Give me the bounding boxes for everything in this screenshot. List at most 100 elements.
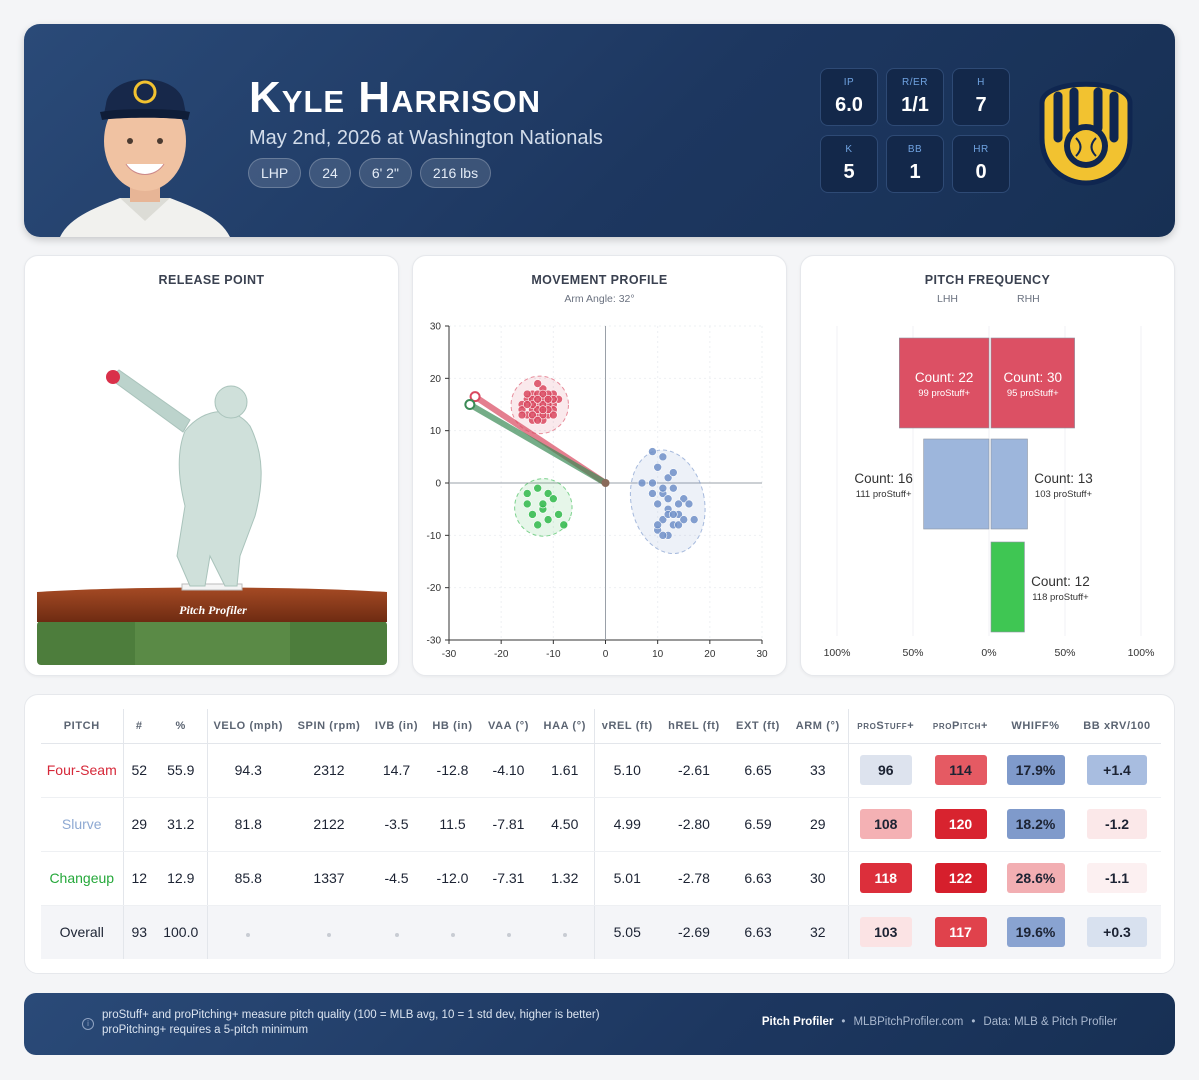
velo-cell [207, 905, 289, 959]
pitch-point [533, 415, 542, 425]
spin-cell: 2122 [289, 797, 369, 852]
pitch-point [653, 499, 662, 509]
team-logo-icon [1039, 81, 1133, 186]
ivb-cell [369, 905, 424, 959]
table-row: Changeup 12 12.9 85.8 1337 -4.5 -12.0 -7.31 1.32… [41, 851, 1161, 906]
col-percent: % [155, 709, 208, 744]
footer-credits: Pitch Profiler • MLBPitchProfiler.com • … [762, 1016, 1117, 1028]
x-tick-label: -30 [442, 649, 457, 660]
player-badges: LHP 24 6' 2" 216 lbs [248, 158, 492, 188]
haa-cell [536, 905, 595, 959]
table-row: Overall 93 100.0 5.05 -2.69 6.63 32 103 117 19.6%… [41, 905, 1161, 959]
vaa-cell: -4.10 [481, 743, 536, 798]
release-point-chart: Pitch Profiler [37, 369, 387, 665]
col-haa: HAA (°) [536, 709, 595, 744]
vaa-cell: -7.31 [481, 851, 536, 906]
rhh-frequency-bar [990, 438, 1028, 530]
prostuff-value: 118 [859, 863, 912, 893]
pitch-point [533, 520, 542, 530]
propitching-value: 114 [934, 755, 987, 785]
pitch-point [689, 515, 699, 524]
pitch-point [549, 410, 558, 420]
spin-cell: 2312 [289, 743, 369, 798]
pitch-point [522, 389, 532, 399]
pitch-name-cell: Four-Seam [41, 743, 124, 798]
percent-cell: 55.9 [155, 743, 208, 798]
footer-site-link[interactable]: MLBPitchProfiler.com [853, 1016, 964, 1028]
rhh-count-label: Count: 12 [1031, 574, 1090, 589]
lhh-count-label: Count: 16 [854, 471, 913, 486]
x-tick-label: 0 [603, 649, 609, 660]
lhh-count-label: Count: 22 [915, 370, 974, 385]
pitch-point [684, 499, 694, 509]
prostuff-value: 103 [859, 917, 912, 948]
frequency-chart: 100% 50% 0% 50% 100% Count: 22 99 proStuff+ Cou… [824, 326, 1155, 659]
y-tick-label: 20 [430, 374, 442, 385]
col-whiff: WHIFF% [998, 709, 1073, 744]
footer-separator: • [971, 1016, 976, 1028]
pitch-metrics-table-card: PITCH # % VELO (mph) SPIN (rpm) IVB (in)… [24, 694, 1175, 974]
prostuff-cell: 108 [848, 797, 923, 852]
velo-cell: 94.3 [207, 743, 289, 798]
table-header-row: PITCH # % VELO (mph) SPIN (rpm) IVB (in)… [41, 709, 1161, 744]
x-tick-label: 10 [652, 649, 664, 660]
y-tick-label: -10 [427, 531, 442, 542]
ivb-cell: -4.5 [369, 851, 424, 906]
haa-cell: 4.50 [536, 797, 595, 852]
pitch-point [648, 447, 657, 456]
pitch-point [559, 520, 569, 530]
col-velo: VELO (mph) [207, 709, 289, 744]
rhh-stuff-label: 95 proStuff+ [1007, 388, 1059, 399]
lhh-frequency-bar [899, 337, 990, 429]
propitching-cell: 120 [923, 797, 998, 852]
lhh-label: LHH [937, 293, 959, 305]
prostuff-value: 108 [859, 809, 912, 839]
empty-value-dot [450, 933, 455, 938]
player-headshot [60, 79, 230, 237]
propitching-cell: 117 [923, 905, 998, 959]
age-badge: 24 [309, 158, 351, 188]
player-name: Kyle Harrison [249, 73, 542, 122]
hrel-cell: -2.61 [660, 743, 728, 798]
empty-value-dot [327, 933, 331, 938]
frequency-axis-label: 100% [1128, 647, 1155, 659]
arm-angle-endpoint [464, 399, 476, 410]
arm-angle-subtitle: Arm Angle: 32° [564, 293, 635, 305]
percent-cell: 31.2 [155, 797, 208, 852]
col-hb: HB (in) [424, 709, 481, 744]
x-tick-label: -20 [494, 649, 509, 660]
propitching-cell: 114 [923, 743, 998, 798]
movement-title: MOVEMENT PROFILE [531, 273, 668, 287]
pitch-point [522, 489, 532, 498]
pitch-point [549, 494, 558, 503]
prostuff-cell: 118 [848, 851, 923, 906]
pitch-point [658, 531, 668, 540]
pitch-name-cell: Slurve [41, 797, 124, 852]
pitch-point [522, 400, 532, 409]
propitching-value: 117 [934, 917, 987, 948]
col-vaa: VAA (°) [481, 709, 536, 744]
empty-value-dot [562, 933, 567, 938]
arm-cell: 29 [788, 797, 849, 852]
x-tick-label: 20 [704, 649, 716, 660]
height-badge: 6' 2" [358, 158, 412, 188]
footer-note-metrics: proStuff+ and proPitching+ measure pitch… [102, 1009, 600, 1021]
hb-cell: 11.5 [424, 797, 481, 852]
count-cell: 52 [123, 743, 155, 798]
pitch-point [648, 478, 657, 488]
movement-profile-panel: MOVEMENT PROFILE Arm Angle: 32° -30 -20 -1… [412, 255, 787, 676]
whiff-value: 28.6% [1006, 863, 1065, 893]
stat-hr: HR 0 [952, 135, 1010, 193]
footer-brand: Pitch Profiler [761, 1016, 834, 1028]
pitch-point [653, 520, 662, 530]
bb-xrv-value: -1.2 [1087, 809, 1147, 839]
vrel-cell: 5.01 [594, 851, 660, 906]
col-pitch: PITCH [41, 709, 124, 744]
y-tick-label: 10 [430, 426, 442, 437]
col-vrel: vREL (ft) [594, 709, 660, 744]
movement-chart: -30 -20 -10 0 10 20 30 30 20 10 0 -10 -20 -30 [427, 322, 768, 661]
col-arm: ARM (°) [788, 709, 849, 744]
